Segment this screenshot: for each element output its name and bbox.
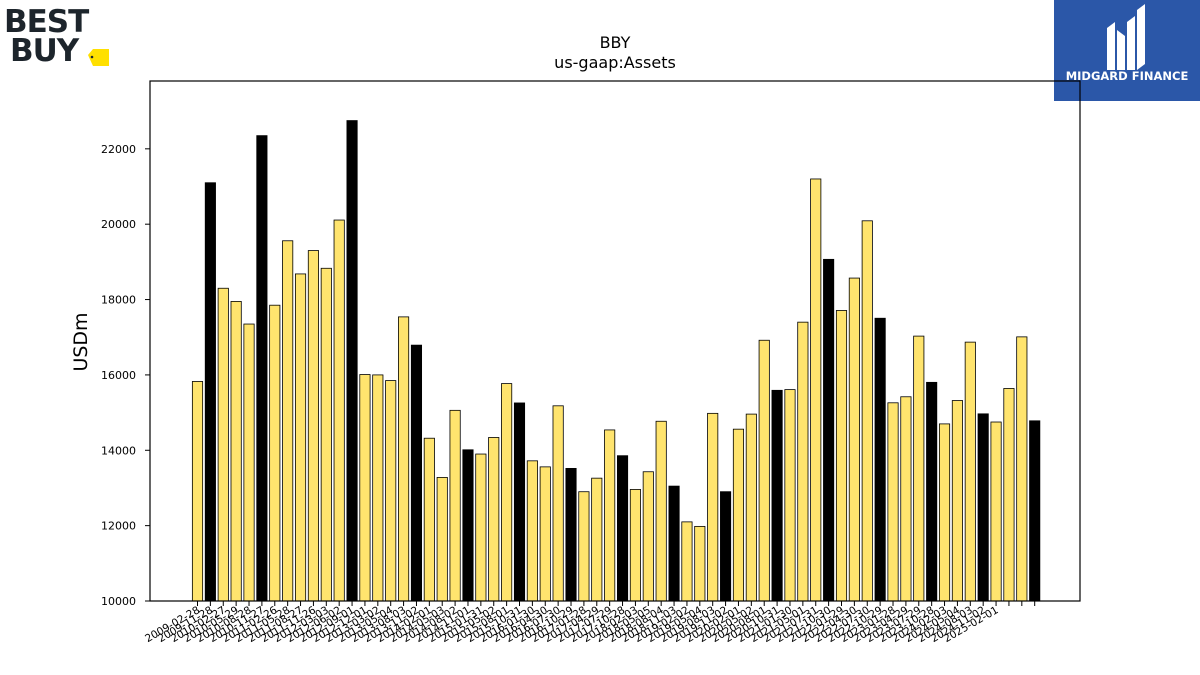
midgard-logo-text: MIDGARD FINANCE [1066,69,1189,83]
bar-4 [243,323,255,602]
bar-15 [385,380,397,602]
bar-45 [771,389,783,602]
best-buy-logo: BEST BUY [4,4,114,69]
bar-63 [1003,388,1015,602]
y-tick-label-5: 20000 [101,218,136,231]
bar-42 [732,428,745,602]
bar-64 [1016,336,1028,602]
bar-60 [964,341,976,602]
bar-36 [655,420,667,602]
x-axis-ticks: 2009-02-282009-11-282010-02-272010-05-29… [143,601,1036,645]
bar-56 [913,335,925,602]
bar-55 [900,396,912,602]
bar-7 [282,240,294,602]
bar-6 [269,304,281,602]
bar-39 [694,525,706,602]
chart-title: BBY [600,33,631,52]
bar-18 [423,437,435,602]
bar-46 [784,389,796,602]
bar-30 [578,491,590,602]
bar-40 [707,412,719,602]
bar-5 [256,135,268,602]
bar-11 [333,219,345,602]
y-tick-label-1: 12000 [101,520,136,533]
bar-62 [990,421,1002,602]
bar-2 [217,287,229,602]
bar-57 [926,381,938,602]
bar-1 [204,182,216,602]
bar-28 [552,405,564,602]
bar-10 [320,267,332,602]
bar-14 [372,374,384,602]
bar-22 [475,453,487,602]
bar-25 [513,402,526,602]
bar-58 [938,423,951,602]
bar-65 [1029,420,1041,602]
y-tick-label-0: 10000 [101,595,136,608]
bar-47 [797,321,809,602]
bar-61 [977,413,989,602]
y-tick-label-4: 18000 [101,294,136,307]
bar-26 [526,460,538,602]
plot-frame [149,80,1081,602]
bar-20 [449,409,461,602]
price-tag-icon [88,49,109,66]
bar-35 [642,471,654,602]
y-tick-label-3: 16000 [101,369,136,382]
y-axis-label: USDm [70,312,92,371]
bar-12 [346,120,358,602]
bar-43 [745,413,757,602]
bar-31 [591,477,603,602]
bar-33 [616,455,629,602]
bar-53 [874,317,886,602]
bar-44 [758,339,770,602]
logo-text-best: BEST [4,4,89,40]
y-axis-ticks: 10000 12000 14000 16000 18000 20000 22000 [101,143,150,608]
bar-23 [488,437,500,602]
bar-9 [307,250,319,602]
bar-48 [810,178,822,602]
bar-59 [951,400,963,602]
bar-41 [720,491,732,602]
bar-34 [629,489,641,602]
bar-0 [191,381,204,602]
bar-54 [887,402,899,602]
bar-29 [565,467,577,602]
y-tick-label-2: 14000 [101,444,136,457]
bar-27 [539,466,551,602]
logo-text-buy: BUY [10,33,80,68]
bar-49 [823,258,835,602]
bar-16 [398,316,410,602]
bar-3 [230,301,242,602]
bar-32 [604,429,616,602]
bar-37 [668,485,680,602]
bar-52 [861,220,873,602]
bar-series [191,120,1041,602]
bar-13 [359,374,371,602]
chart-subtitle: us-gaap:Assets [554,53,676,72]
bar-38 [681,521,693,602]
bar-8 [294,273,307,602]
bar-19 [436,477,448,602]
bar-51 [848,277,860,602]
bar-17 [410,344,423,602]
bar-50 [835,310,848,602]
midgard-finance-logo: MIDGARD FINANCE [1054,0,1200,101]
bar-24 [501,383,513,602]
midgard-emblem-icon [1107,4,1145,70]
y-tick-label-6: 22000 [101,143,136,156]
bar-21 [462,449,474,602]
